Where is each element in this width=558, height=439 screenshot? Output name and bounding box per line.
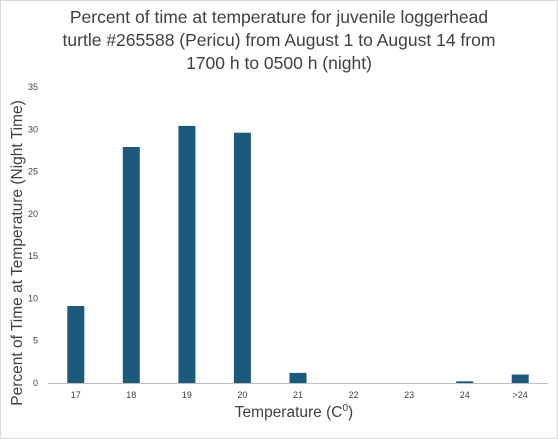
bar-18 [122, 147, 140, 383]
bar-20 [233, 132, 251, 383]
y-tick-label: 10 [28, 293, 38, 303]
chart-title-line-3: 1700 h to 0500 h (night) [186, 53, 372, 73]
bars [67, 125, 529, 384]
x-tick-label: 22 [349, 390, 359, 400]
bar-19 [178, 125, 196, 384]
x-tick-label: >24 [513, 390, 528, 400]
x-tick-label: 24 [460, 390, 470, 400]
x-tick-label: 23 [404, 390, 414, 400]
x-axis-label-text: Temperature (C [234, 404, 343, 422]
x-axis-label-suffix: ) [348, 404, 354, 422]
bar-24 [456, 381, 474, 383]
bar-17 [67, 306, 85, 383]
bar-21 [289, 372, 307, 383]
x-axis-ticks: 17 18 19 20 21 22 23 24 >24 [71, 390, 528, 400]
y-axis-ticks: 0 5 10 15 20 25 30 35 [28, 82, 38, 388]
y-tick-label: 15 [28, 251, 38, 261]
y-tick-label: 5 [33, 336, 38, 346]
bar-gt24 [511, 374, 529, 383]
y-tick-label: 0 [33, 378, 38, 388]
x-axis-label-superscript: 0 [342, 403, 349, 414]
y-tick-label: 30 [28, 124, 38, 134]
y-tick-label: 25 [28, 167, 38, 177]
chart-title-line-1: Percent of time at temperature for juven… [69, 7, 489, 27]
y-tick-label: 20 [28, 209, 38, 219]
x-tick-label: 20 [237, 390, 247, 400]
chart-title: Percent of time at temperature for juven… [0, 6, 558, 75]
chart-title-line-2: turtle #265588 (Pericu) from August 1 to… [62, 30, 496, 50]
x-tick-label: 19 [182, 390, 192, 400]
x-tick-label: 18 [126, 390, 136, 400]
x-axis-label: Temperature (C0) [235, 403, 353, 422]
y-tick-label: 35 [28, 82, 38, 92]
x-tick-label: 21 [293, 390, 303, 400]
y-axis-label: Percent of Time at Temperature (Night Ti… [9, 100, 26, 406]
x-tick-label: 17 [71, 390, 81, 400]
